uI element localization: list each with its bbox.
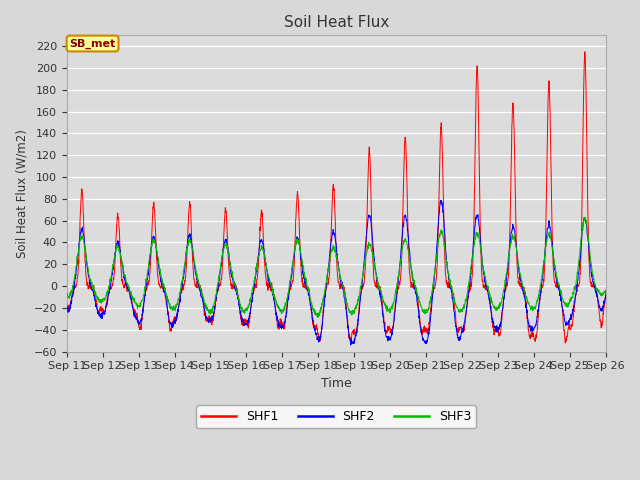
SHF1: [602, 290, 609, 296]
SHF2: [347, 342, 355, 348]
SHF2: [213, 290, 221, 296]
Line: SHF3: SHF3: [67, 217, 605, 317]
SHF2: [437, 197, 445, 203]
SHF2: [570, 303, 577, 309]
SHF2: [352, 332, 360, 338]
SHF2: [555, 285, 563, 290]
SHF3: [314, 314, 321, 320]
SHF3: [352, 305, 360, 311]
SHF3: [364, 242, 371, 248]
SHF1: [63, 301, 70, 307]
SHF2: [364, 221, 371, 227]
SHF2: [602, 292, 609, 298]
Legend: SHF1, SHF2, SHF3: SHF1, SHF2, SHF3: [196, 405, 476, 428]
SHF3: [554, 282, 562, 288]
SHF1: [570, 312, 577, 317]
Text: SB_met: SB_met: [70, 38, 116, 48]
SHF1: [352, 331, 360, 337]
Y-axis label: Soil Heat Flux (W/m2): Soil Heat Flux (W/m2): [15, 129, 28, 258]
SHF3: [63, 290, 70, 296]
SHF3: [493, 304, 500, 310]
SHF1: [561, 340, 569, 346]
SHF3: [213, 285, 221, 290]
SHF2: [63, 304, 70, 310]
SHF3: [570, 291, 577, 297]
SHF1: [364, 201, 371, 206]
Title: Soil Heat Flux: Soil Heat Flux: [284, 15, 389, 30]
SHF1: [213, 290, 221, 296]
SHF2: [493, 329, 501, 335]
SHF1: [493, 326, 500, 332]
SHF1: [581, 49, 589, 55]
SHF1: [554, 282, 562, 288]
SHF3: [581, 214, 589, 220]
X-axis label: Time: Time: [321, 377, 351, 390]
Line: SHF1: SHF1: [67, 52, 605, 343]
SHF3: [602, 289, 609, 295]
Line: SHF2: SHF2: [67, 200, 605, 345]
